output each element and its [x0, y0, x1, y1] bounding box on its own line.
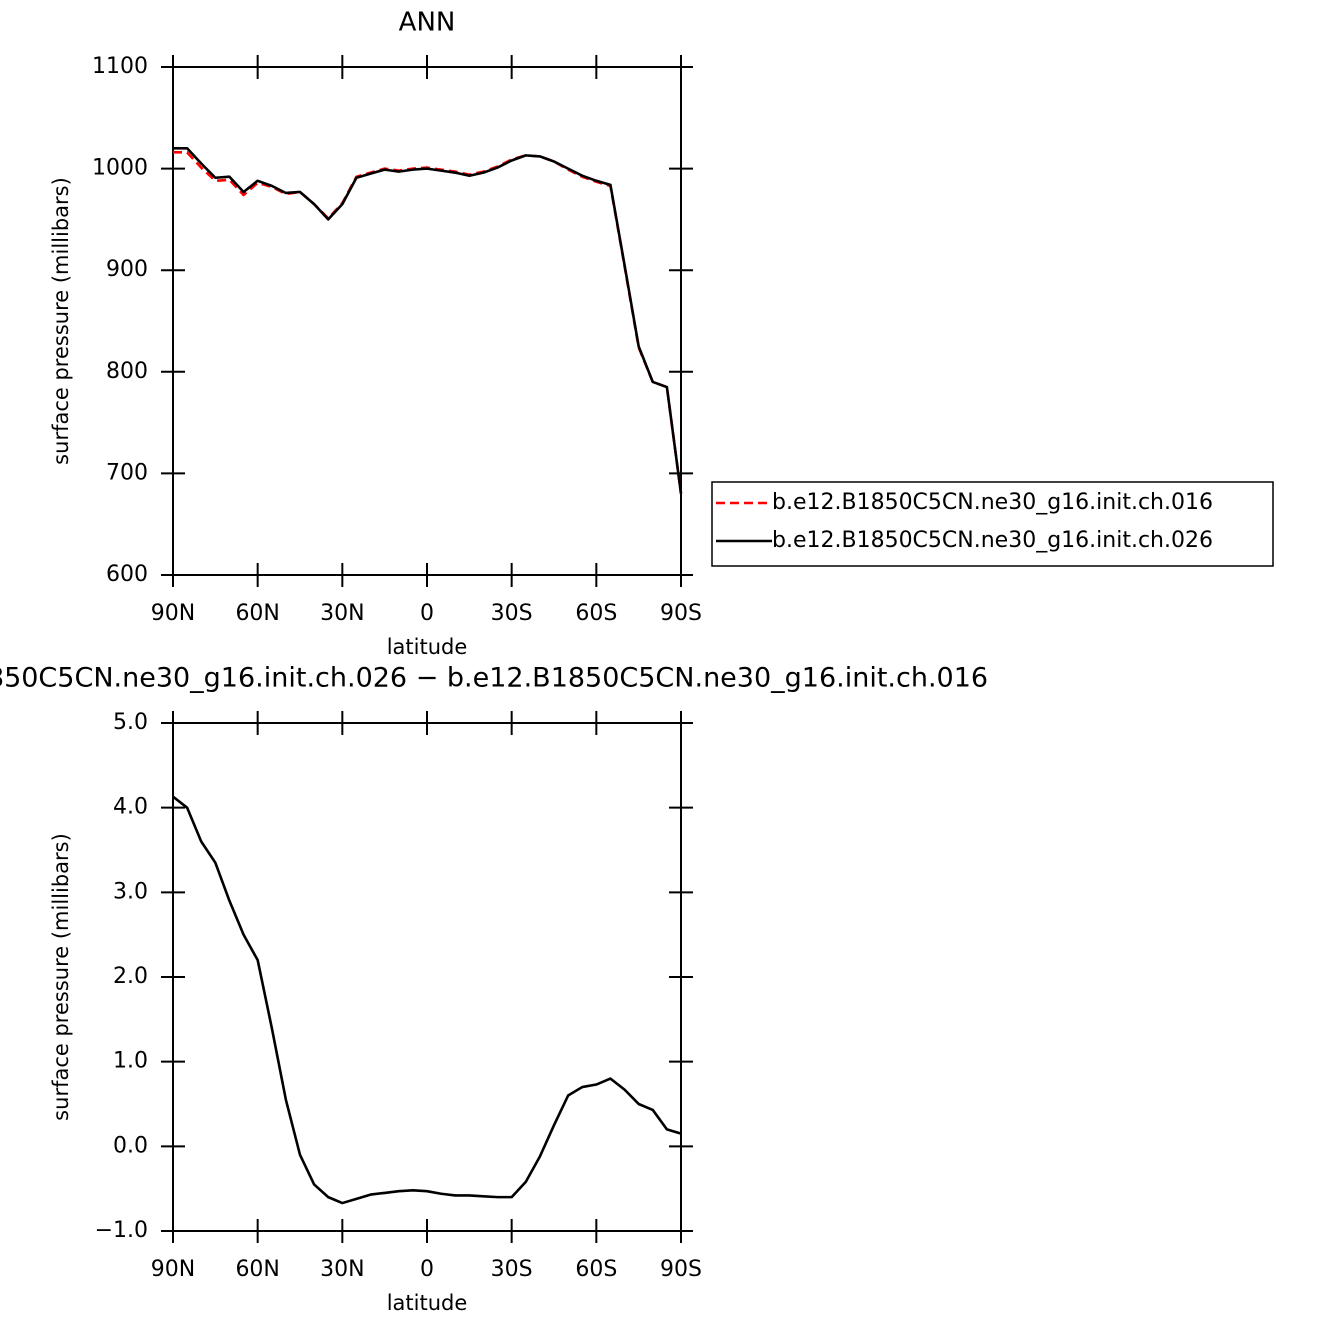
data-line	[173, 151, 683, 494]
x-tick-label: 30S	[491, 601, 533, 626]
y-tick-label: 700	[106, 460, 148, 485]
data-line	[173, 146, 683, 494]
x-tick-label: 90N	[151, 1257, 195, 1282]
legend-label: b.e12.B1850C5CN.ne30_g16.init.ch.026	[772, 528, 1213, 553]
y-tick-label: 1.0	[113, 1049, 148, 1074]
x-tick-label: 60N	[235, 601, 279, 626]
y-tick-label: 4.0	[113, 795, 148, 820]
y-tick-label: 3.0	[113, 879, 148, 904]
y-tick-label: 900	[106, 257, 148, 282]
x-tick-label: 90N	[151, 601, 195, 626]
data-line	[172, 795, 682, 1205]
x-tick-label: 90S	[660, 1257, 702, 1282]
x-axis-label: latitude	[387, 1291, 468, 1315]
y-axis-label: surface pressure (millibars)	[49, 833, 73, 1121]
chart-title: ANN	[399, 8, 456, 38]
legend-box	[711, 481, 1274, 567]
x-tick-label: 90S	[660, 601, 702, 626]
y-axis-label: surface pressure (millibars)	[49, 177, 73, 465]
x-tick-label: 60N	[235, 1257, 279, 1282]
y-tick-label: −1.0	[95, 1218, 148, 1243]
x-tick-label: 0	[420, 1257, 434, 1282]
x-tick-label: 0	[420, 601, 434, 626]
x-axis-label: latitude	[387, 635, 468, 659]
chart-title: b.e12.B1850C5CN.ne30_g16.init.ch.026 − b…	[0, 663, 988, 694]
plot-frame	[172, 722, 682, 1232]
y-tick-label: 2.0	[113, 964, 148, 989]
y-tick-label: 0.0	[113, 1133, 148, 1158]
y-tick-label: 5.0	[113, 710, 148, 735]
x-tick-label: 60S	[575, 1257, 617, 1282]
x-tick-label: 60S	[575, 601, 617, 626]
plot-frame	[172, 66, 682, 576]
y-tick-label: 1000	[92, 156, 148, 181]
x-tick-label: 30N	[320, 1257, 364, 1282]
x-tick-label: 30N	[320, 601, 364, 626]
x-tick-label: 30S	[491, 1257, 533, 1282]
y-tick-label: 1100	[92, 54, 148, 79]
legend-label: b.e12.B1850C5CN.ne30_g16.init.ch.016	[772, 490, 1213, 515]
y-tick-label: 600	[106, 562, 148, 587]
y-tick-label: 800	[106, 359, 148, 384]
